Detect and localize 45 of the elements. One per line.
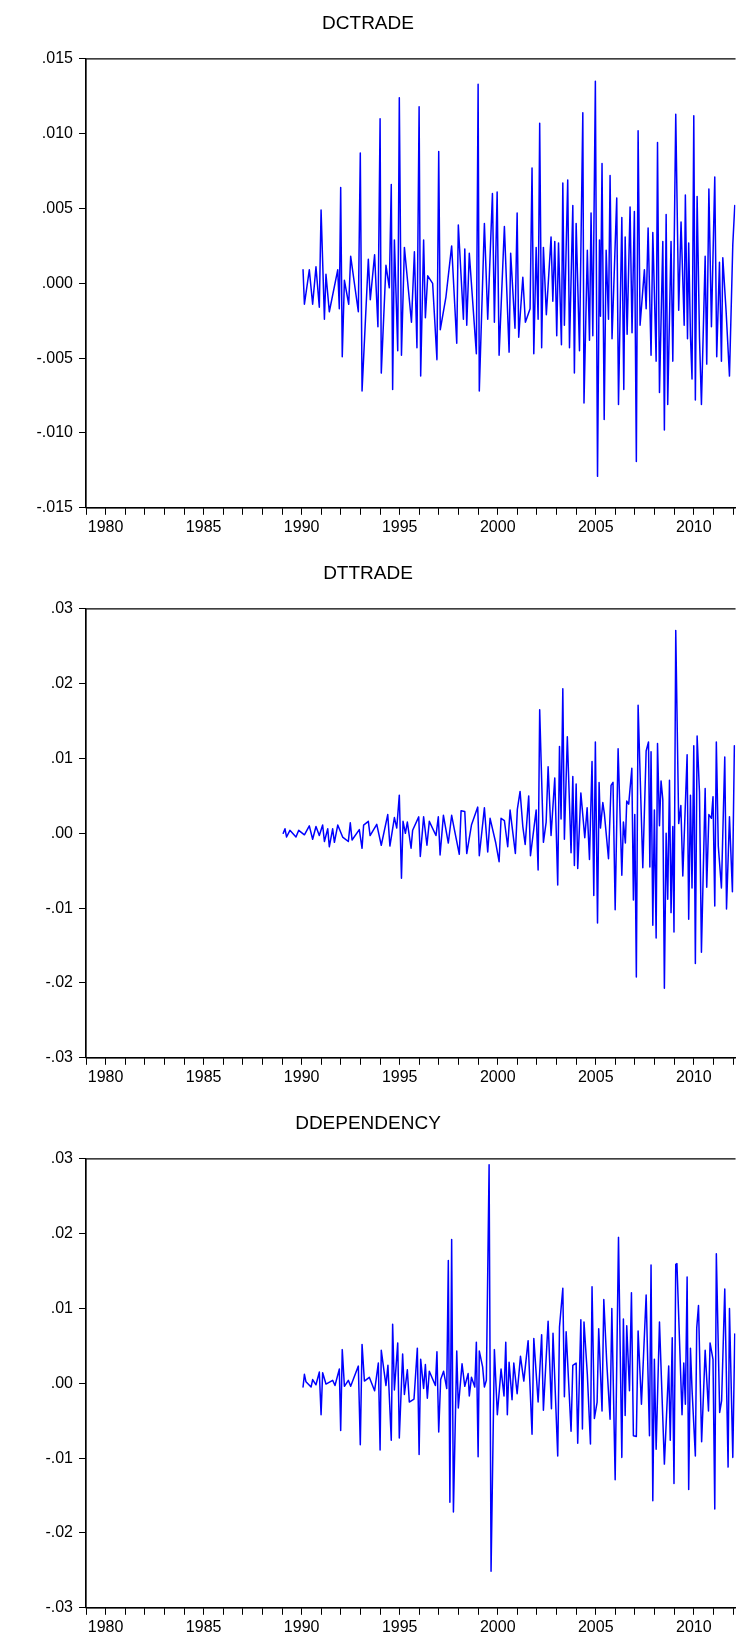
x-tick-label: 2010 xyxy=(675,1067,712,1085)
x-tick-label: 2000 xyxy=(479,1067,516,1085)
y-tick-label: -.03 xyxy=(45,1598,74,1616)
y-tick-label: .01 xyxy=(50,748,74,766)
x-tick-label: 2010 xyxy=(675,1617,712,1635)
y-tick-label: .015 xyxy=(41,49,74,67)
chart-title: DCTRADE xyxy=(322,11,414,33)
x-tick-label: 1980 xyxy=(87,517,124,535)
chart-title: DTTRADE xyxy=(323,561,413,583)
x-tick-label: 1995 xyxy=(381,517,418,535)
y-tick-label: .000 xyxy=(41,273,74,291)
x-tick-label: 2010 xyxy=(675,517,712,535)
chart-title: DDEPENDENCY xyxy=(295,1111,442,1133)
x-tick-label: 1980 xyxy=(87,1067,124,1085)
x-tick-label: 2005 xyxy=(577,1067,614,1085)
x-tick-label: 1995 xyxy=(381,1067,418,1085)
y-tick-label: -.02 xyxy=(45,973,74,991)
x-tick-label: 2000 xyxy=(479,517,516,535)
y-tick-label: .03 xyxy=(50,1149,74,1167)
y-tick-label: -.01 xyxy=(45,898,74,916)
x-tick-label: 1985 xyxy=(185,517,222,535)
y-tick-label: -.03 xyxy=(45,1048,74,1066)
x-tick-label: 1990 xyxy=(283,1067,320,1085)
x-tick-label: 1990 xyxy=(283,517,320,535)
x-tick-label: 1990 xyxy=(283,1617,320,1635)
y-tick-label: .03 xyxy=(50,599,74,617)
y-tick-label: .00 xyxy=(50,823,74,841)
x-tick-label: 1985 xyxy=(185,1617,222,1635)
x-tick-label: 2005 xyxy=(577,517,614,535)
y-tick-label: .02 xyxy=(50,674,74,692)
y-tick-label: .00 xyxy=(50,1373,74,1391)
y-tick-label: -.02 xyxy=(45,1523,74,1541)
y-tick-label: -.01 xyxy=(45,1448,74,1466)
x-tick-label: 2005 xyxy=(577,1617,614,1635)
x-tick-label: 1995 xyxy=(381,1617,418,1635)
y-tick-label: .01 xyxy=(50,1298,74,1316)
y-tick-label: .02 xyxy=(50,1224,74,1242)
y-tick-label: -.005 xyxy=(36,348,74,366)
y-tick-label: .010 xyxy=(41,124,74,142)
x-tick-label: 2000 xyxy=(479,1617,516,1635)
x-tick-label: 1980 xyxy=(87,1617,124,1635)
x-tick-label: 1985 xyxy=(185,1067,222,1085)
y-tick-label: -.010 xyxy=(36,423,74,441)
y-tick-label: .005 xyxy=(41,198,74,216)
y-tick-label: -.015 xyxy=(36,498,74,516)
